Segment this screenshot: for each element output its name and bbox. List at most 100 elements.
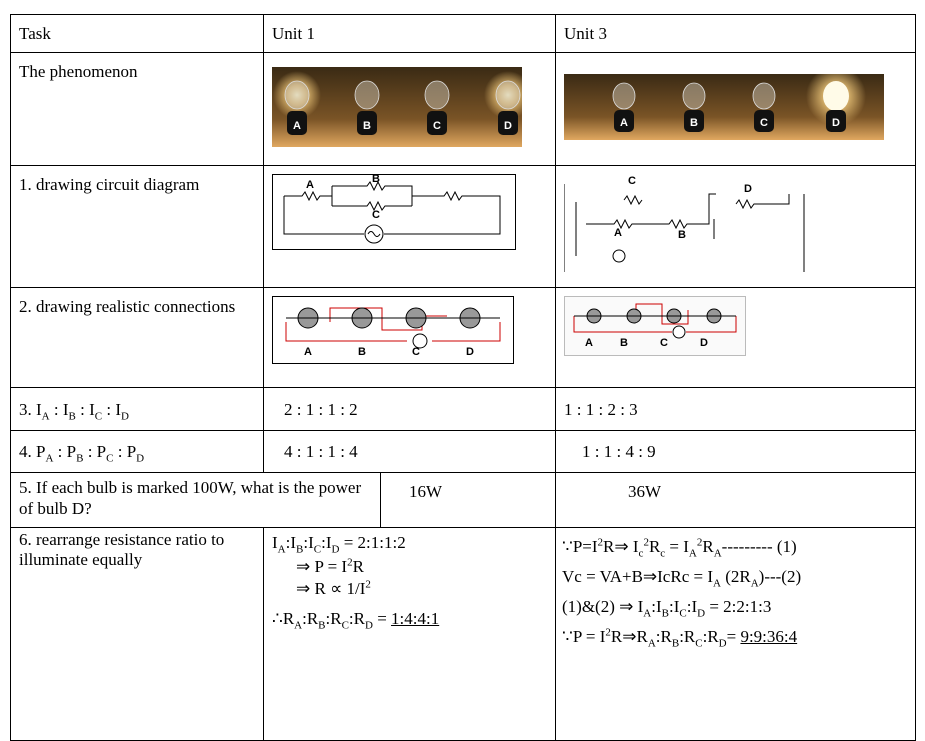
- subscript: C: [341, 619, 349, 632]
- line: ⇒ R ∝ 1/I2: [272, 578, 547, 600]
- answer-cell: IA:IB:IC:ID = 2:1:1:2 ⇒ P = I2R ⇒ R ∝ 1/…: [262, 527, 557, 741]
- subscript: B: [76, 452, 84, 465]
- text: :R: [655, 627, 672, 646]
- shape: A B C D: [620, 117, 840, 129]
- subscript: B: [661, 607, 669, 620]
- photo-unit3: A B C D: [564, 65, 885, 140]
- text: :I: [321, 533, 332, 552]
- header-cell: Unit 1: [262, 14, 557, 53]
- subscript: A: [713, 577, 721, 590]
- underlined-text: 9:9:36:4: [740, 627, 798, 646]
- text: :R: [325, 609, 342, 628]
- shape: [573, 303, 737, 333]
- text: = 2:1:1:2: [339, 533, 406, 552]
- shape: A B C: [306, 173, 380, 221]
- subscript: A: [643, 607, 652, 620]
- text: 3. I: [19, 399, 42, 419]
- line: Vc = VA+B⇒IcRc = IA (2RA)---(2): [562, 562, 907, 592]
- shape: [672, 325, 686, 339]
- answer-cell: 4 : 1 : 1 : 4: [262, 430, 557, 473]
- header-cell: Unit 3: [555, 14, 917, 53]
- task-cell: 3. IA : IB : IC : ID: [10, 387, 264, 431]
- text: )---(2): [758, 567, 802, 586]
- subscript: D: [697, 607, 706, 620]
- bulb-label: D: [504, 120, 512, 132]
- bulb-label: B: [690, 117, 698, 129]
- row: 5. If each bulb is marked 100W, what is …: [10, 472, 917, 528]
- shape: A B C D: [293, 120, 512, 132]
- superscript: 2: [643, 536, 649, 549]
- shape: [826, 109, 847, 132]
- shape: [424, 80, 450, 109]
- subscript: A: [713, 547, 722, 560]
- bulb-label: A: [304, 346, 312, 358]
- shape: [357, 110, 377, 135]
- diagram-cell: C D A B: [555, 165, 917, 288]
- diagram-cell: A B C: [262, 165, 557, 288]
- subscript: D: [331, 543, 340, 556]
- text: : I: [75, 399, 95, 419]
- superscript: 2: [696, 536, 703, 549]
- text: I: [272, 533, 278, 552]
- superscript: 2: [597, 536, 604, 549]
- shape: [612, 82, 776, 109]
- text: ∵P = I: [562, 627, 606, 646]
- text: R: [702, 537, 714, 556]
- shape: [364, 224, 384, 244]
- text: --------- (1): [721, 537, 797, 556]
- task-cell: 6. rearrange resistance ratio to illumin…: [10, 527, 264, 741]
- line: ∴RA:RB:RC:RD = 1:4:4:1: [272, 606, 547, 632]
- row: 6. rearrange resistance ratio to illumin…: [10, 527, 917, 741]
- line: ∵P=I2R⇒ Ic2Rc = IA2RA--------- (1): [562, 532, 907, 562]
- task-cell: The phenomenon: [10, 52, 264, 166]
- task-cell: 2. drawing realistic connections: [10, 287, 264, 388]
- text: :R: [702, 627, 719, 646]
- shape: [612, 249, 626, 263]
- photo-cell: A B C D: [262, 52, 557, 166]
- subscript: C: [106, 452, 114, 465]
- text: :I: [285, 533, 297, 552]
- shape: [682, 82, 706, 109]
- subscript: A: [277, 543, 286, 556]
- text: 4. P: [19, 442, 46, 461]
- shape: [354, 80, 380, 109]
- realistic-unit1: A B C D: [272, 296, 514, 364]
- text: R: [352, 557, 364, 576]
- bulb-label: A: [293, 120, 301, 132]
- circuit-unit3: C D A B: [563, 175, 805, 272]
- shape: [367, 231, 381, 237]
- subscript: B: [68, 409, 76, 422]
- shape: [614, 109, 635, 132]
- shape: [284, 80, 310, 109]
- shape: [284, 80, 521, 109]
- text: : P: [113, 442, 137, 461]
- bulb-label: D: [700, 337, 708, 349]
- shape: [564, 296, 747, 356]
- diagram-cell: A B C D: [262, 287, 557, 388]
- bulb-label: D: [832, 117, 840, 129]
- shape: [684, 109, 705, 132]
- subscript: D: [718, 637, 727, 650]
- text: Vc = VA+B⇒IcRc = I: [562, 567, 713, 586]
- subscript: C: [94, 409, 103, 422]
- answer-cell: 1 : 1 : 4 : 9: [555, 430, 917, 473]
- bulb-label: B: [358, 346, 366, 358]
- bulb-label: A: [620, 117, 628, 129]
- shape: [563, 184, 805, 272]
- shape: [752, 82, 776, 109]
- bulb-label: A: [585, 337, 593, 349]
- answer-cell: ∵P=I2R⇒ Ic2Rc = IA2RA--------- (1) Vc = …: [555, 527, 917, 741]
- shape: [754, 109, 775, 132]
- text: = I: [665, 537, 689, 556]
- subscript: c: [638, 547, 644, 560]
- task-cell: 4. PA : PB : PC : PD: [10, 430, 264, 473]
- text: : P: [53, 442, 77, 461]
- subscript: D: [136, 452, 145, 465]
- superscript: 2: [347, 556, 353, 569]
- text: (2R: [720, 567, 751, 586]
- text: :R: [679, 627, 696, 646]
- text: :I: [303, 533, 314, 552]
- circuit-unit1: A B C: [272, 173, 516, 250]
- text: R⇒R: [610, 627, 648, 646]
